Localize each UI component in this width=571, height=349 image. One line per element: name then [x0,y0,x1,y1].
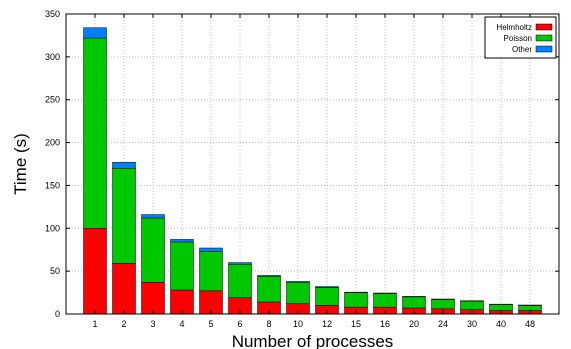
plot-frame [65,13,560,315]
bar-poisson-48 [518,305,542,311]
bar-poisson-8 [257,276,281,303]
bar-poisson-6 [228,264,252,298]
x-tick-label: 40 [496,319,506,329]
bar-other-8 [257,275,281,277]
bar-poisson-30 [460,300,484,310]
bar-other-10 [286,281,310,283]
legend-swatch-helmholtz [535,23,553,31]
bar-helmholtz-2 [112,263,136,315]
bar-poisson-24 [431,299,455,310]
bar-other-12 [315,286,339,288]
x-tick-label: 4 [179,319,184,329]
bar-poisson-4 [170,241,194,291]
x-tick-label: 16 [380,319,390,329]
bar-poisson-20 [402,296,426,309]
x-tick-label: 8 [266,319,271,329]
x-tick-label: 15 [351,319,361,329]
bar-poisson-1 [83,37,107,229]
x-tick-label: 3 [150,319,155,329]
y-axis-title: Time (s) [11,133,30,195]
bar-poisson-5 [199,251,223,292]
legend-swatch-poisson [535,34,553,42]
legend-swatch-other [535,45,553,53]
bar-other-4 [170,239,194,243]
legend: Helmholtz Poisson Other [484,16,557,59]
bar-other-1 [83,27,107,39]
bar-helmholtz-3 [141,282,165,315]
grid-layer [66,14,559,314]
bar-other-5 [199,247,223,252]
legend-label-poisson: Poisson [504,34,532,43]
bar-poisson-12 [315,287,339,306]
x-axis-title: Number of processes [232,332,394,349]
y-tick-label: 350 [45,9,60,19]
bar-poisson-15 [344,292,368,308]
bar-poisson-16 [373,293,397,308]
legend-label-helmholtz: Helmholtz [496,23,532,32]
y-tick-label: 0 [55,309,60,319]
bar-poisson-3 [141,217,165,283]
y-tick-label: 300 [45,52,60,62]
bar-poisson-2 [112,168,136,264]
x-tick-label: 48 [525,319,535,329]
x-tick-label: 1 [92,319,97,329]
x-tick-label: 10 [293,319,303,329]
bars-layer [83,27,542,315]
x-tick-label: 2 [121,319,126,329]
y-tick-label: 100 [45,223,60,233]
bar-poisson-10 [286,282,310,304]
x-tick-label: 20 [409,319,419,329]
x-tick-label: 5 [208,319,213,329]
y-tick-label: 250 [45,95,60,105]
bar-other-2 [112,162,136,169]
x-tick-label: 24 [438,319,448,329]
y-tick-label: 50 [50,266,60,276]
bar-other-3 [141,214,165,219]
bar-poisson-40 [489,304,513,311]
bar-other-6 [228,262,252,265]
bar-helmholtz-1 [83,228,107,315]
x-tick-label: 6 [237,319,242,329]
x-tick-label: 30 [467,319,477,329]
y-tick-label: 200 [45,138,60,148]
y-tick-label: 150 [45,180,60,190]
x-tick-label: 12 [322,319,332,329]
legend-label-other: Other [512,45,532,54]
